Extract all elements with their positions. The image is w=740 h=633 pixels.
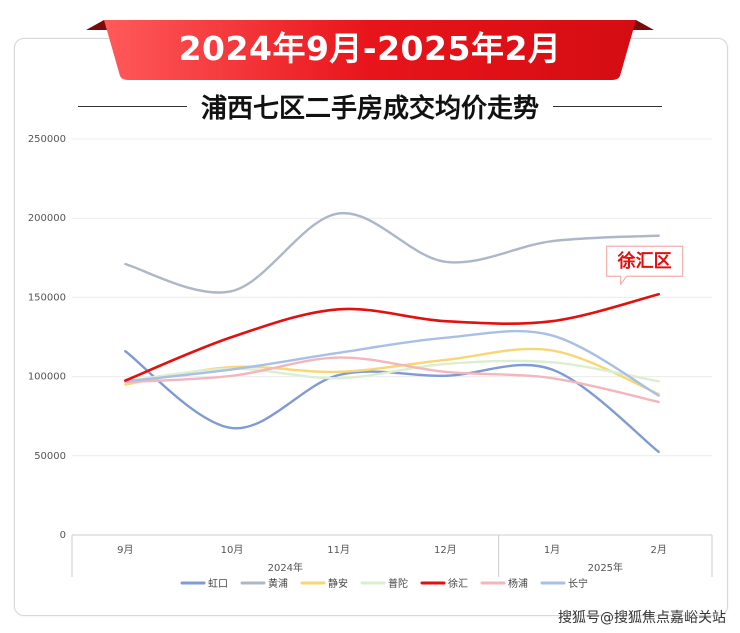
legend-label: 杨浦: [508, 577, 528, 590]
series-line: [124, 212, 660, 294]
banner-text: 2024年9月-2025年2月: [178, 29, 562, 68]
banner-ribbon-shape: [86, 20, 654, 80]
title-line-left: [78, 105, 187, 107]
x-tick-label: 11月: [327, 544, 350, 556]
y-tick-label: 0: [60, 530, 66, 541]
y-tick-label: 50000: [34, 451, 66, 462]
series-line: [124, 359, 660, 383]
series-line: [124, 356, 660, 404]
x-tick-label: 2月: [650, 544, 666, 556]
watermark: 搜狐号@搜狐焦点嘉峪关站: [558, 610, 726, 626]
legend-label: 普陀: [388, 577, 408, 590]
annotation-label: 徐汇区: [617, 250, 672, 272]
legend-label: 黄浦: [268, 577, 288, 590]
x-tick-label: 1月: [544, 544, 560, 556]
x-tick-label: 9月: [117, 544, 133, 556]
y-tick-label: 100000: [28, 372, 66, 383]
legend-label: 徐汇: [448, 577, 468, 590]
series-line: [124, 329, 660, 397]
year-group-label: 2025年: [588, 561, 623, 574]
chart-title: 浦西七区二手房成交均价走势: [201, 93, 540, 124]
legend-label: 长宁: [568, 577, 588, 590]
legend-label: 虹口: [208, 578, 228, 590]
annotation-callout-box: [606, 245, 684, 287]
chart-card: [14, 38, 728, 616]
legend-label: 静安: [328, 577, 348, 590]
series-line: [124, 292, 660, 382]
chart-title-row: 浦西七区二手房成交均价走势: [78, 86, 663, 126]
banner: 2024年9月-2025年2月: [0, 0, 740, 80]
x-tick-label: 12月: [434, 544, 457, 556]
y-tick-label: 250000: [28, 134, 66, 145]
title-line-right: [553, 105, 663, 107]
y-tick-label: 150000: [28, 292, 66, 303]
year-group-label: 2024年: [268, 561, 303, 574]
y-tick-label: 200000: [28, 213, 66, 224]
x-tick-label: 10月: [221, 544, 244, 556]
